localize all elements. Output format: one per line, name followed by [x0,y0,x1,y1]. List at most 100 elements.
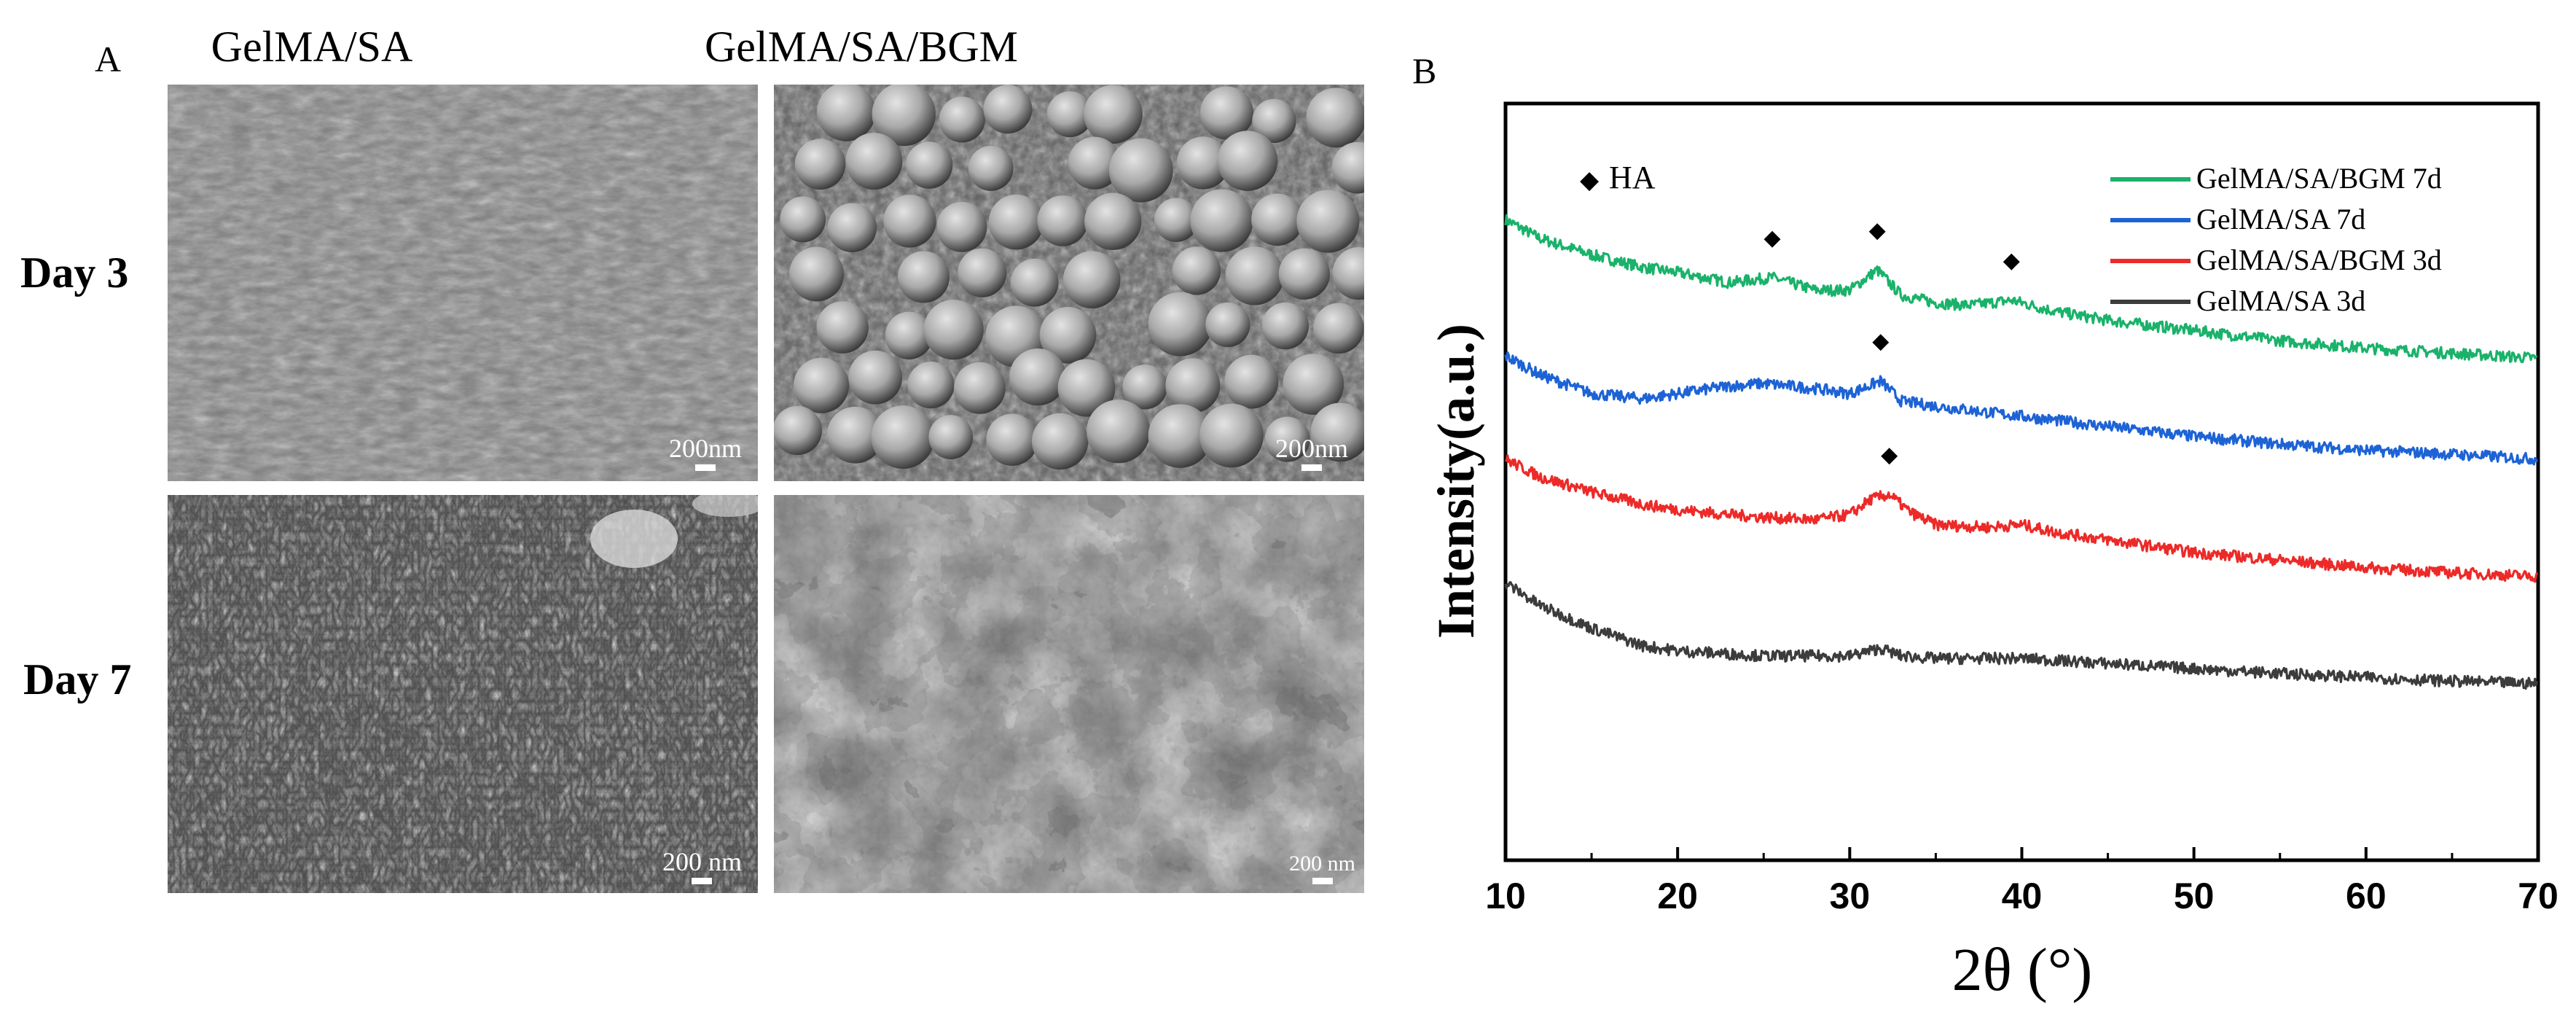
sem-particle [848,350,903,405]
ha-peak-marker: ◆ [2003,248,2020,273]
sem-particle [1009,348,1067,406]
sem-particle [780,196,826,243]
sem-particle [1122,365,1167,410]
x-tick-label: 30 [1830,876,1871,916]
scale-bar-label: 200 nm [662,847,742,876]
scale-bar-day7-gelma-sa: 200 nm [662,849,742,884]
sem-particle [1165,358,1221,413]
sem-particle [1087,400,1151,464]
series-line-3 [1504,581,2539,690]
sem-particle [1199,86,1253,140]
column-title-gelma-sa-bgm: GelMA/SA/BGM [704,23,1019,71]
sem-particle [1224,354,1279,409]
scale-bar-day3-gelma-sa: 200nm [669,435,742,471]
sem-particle [1264,416,1310,462]
sem-particle [939,96,985,143]
sem-particle [1057,359,1116,417]
ha-peak-marker: ◆ [1881,442,1898,467]
sem-particle [923,300,984,360]
sem-image-day3-gelma-sa-bgm: 200nm [774,85,1364,481]
sem-particle [1084,192,1142,250]
sem-particle [1176,136,1230,190]
sem-particle [928,415,974,459]
sem-particle [1205,302,1250,348]
sem-particle [1154,198,1199,242]
sem-particle [907,362,955,409]
sem-particle [794,139,846,190]
peak-markers: ◆ ◆ ◆ ◆ ◆ [1764,217,2020,467]
sem-particle [898,251,950,303]
sem-particle [827,203,877,253]
sem-particle [845,133,903,190]
column-title-gelma-sa: GelMA/SA [211,23,413,71]
sem-particle [1031,413,1089,470]
series-line-0 [1504,214,2538,364]
plot-frame [1503,101,2540,862]
legend-label: GelMA/SA/BGM 3d [2196,243,2442,276]
sem-image-day3-gelma-sa: 200nm [168,85,758,481]
legend-label: GelMA/SA/BGM 7d [2196,162,2442,195]
sem-particle [1278,248,1330,300]
sem-particle [1261,302,1309,350]
sem-particle [1306,87,1364,148]
scale-bar-day3-gelma-sa-bgm: 200nm [1275,435,1348,471]
sem-particle [953,362,1006,414]
sem-image-day7-gelma-sa: 200 nm [168,495,758,893]
x-axis-label: 2θ (°) [1952,936,2093,1004]
sem-particle [1252,98,1296,144]
x-tick-label: 70 [2518,876,2559,916]
sem-particle [1108,138,1173,203]
sem-particle [789,246,844,302]
sem-particle [1332,247,1364,300]
sem-particle [988,194,1044,250]
ha-marker-label: HA [1609,160,1656,195]
series-line-1 [1504,351,2539,466]
sem-particle [872,85,936,147]
series-line-2 [1504,454,2539,583]
sem-particle [1217,130,1278,191]
x-axis-ticks: 10 20 30 40 50 60 70 [1485,847,2559,916]
panel-a-letter: A [95,39,122,79]
sem-particle [1148,292,1213,356]
sem-particle [1313,303,1364,354]
sem-particle [1225,246,1284,305]
sem-particle [1037,195,1089,246]
sem-particle [1084,85,1143,144]
ha-peak-marker: ◆ [1764,225,1781,251]
sem-particle [883,195,936,248]
scale-bar-label: 200 nm [1289,851,1355,876]
x-tick-label: 60 [2346,876,2387,916]
scale-bar-label: 200nm [1275,434,1348,463]
sem-particle [936,201,987,252]
y-axis-label: Intensity(a.u.) [1427,324,1485,639]
ha-marker-icon: ◆ [1580,165,1600,195]
sem-particle [1148,404,1213,468]
x-tick-label: 10 [1485,876,1526,916]
sem-particle [885,311,933,359]
sem-particle [1283,354,1344,415]
sem-particle [826,406,884,464]
sem-particle [1199,403,1264,468]
ha-peak-marker: ◆ [1872,329,1889,354]
sem-particle [1068,136,1121,190]
panel-b-letter: B [1412,50,1437,91]
sem-particle [983,85,1033,134]
sem-particle [1046,91,1093,138]
sem-particle [793,357,850,413]
sem-particle [986,413,1038,466]
sem-particle [1190,189,1253,252]
sem-particle [1010,258,1059,307]
sem-particle [1172,246,1221,295]
legend-label: GelMA/SA 7d [2196,203,2365,235]
ha-peak-marker: ◆ [1869,217,1886,243]
sem-particle [1310,402,1364,462]
sem-particle [871,405,935,469]
sem-particle [1331,141,1364,194]
sem-particle [816,85,876,141]
sem-particle [1063,251,1121,308]
sem-particle [1039,307,1097,364]
sem-particle [968,146,1014,191]
series-lines [1504,214,2539,690]
sem-image-day7-gelma-sa-bgm: 200 nm [774,495,1364,893]
row-title-day-7: Day 7 [23,655,132,704]
